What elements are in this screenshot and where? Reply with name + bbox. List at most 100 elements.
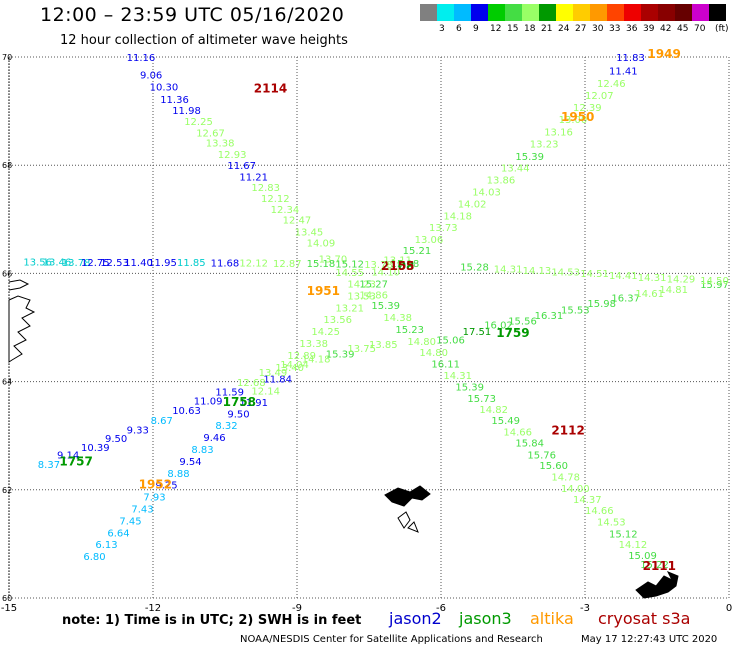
wave-height-label: 13.56 [23, 257, 52, 268]
y-tick-label: 68 [2, 161, 12, 170]
wave-height-label: 14.50 [700, 276, 729, 287]
colorbar-label: 39 [643, 24, 655, 34]
wave-height-label: 9.06 [140, 71, 162, 82]
wave-height-label: 14.18 [302, 355, 331, 366]
wave-height-label: 9.46 [203, 433, 225, 444]
wave-height-label: 14.29 [667, 275, 696, 286]
wave-height-label: 8.37 [38, 460, 60, 471]
pass-time-label: 1758 [223, 395, 256, 409]
wave-height-label: 15.39 [455, 382, 484, 393]
wave-height-label: 12.34 [271, 205, 300, 216]
wave-height-label: 14.37 [573, 495, 602, 506]
wave-height-label: 11.16 [127, 53, 156, 64]
wave-height-label: 13.78 [62, 258, 91, 269]
colorbar-label: 3 [439, 24, 445, 34]
wave-height-label: 14.10 [371, 268, 400, 279]
wave-height-label: 12.53 [100, 258, 129, 269]
wave-height-label: 14.66 [585, 506, 614, 517]
wave-height-label: 15.28 [460, 263, 489, 274]
x-tick-label: -3 [580, 603, 590, 614]
x-tick-label: -6 [436, 603, 446, 614]
x-tick-label: -9 [292, 603, 302, 614]
wave-height-label: 13.40 [275, 363, 304, 374]
pass-time-label: 2111 [643, 559, 676, 573]
wave-height-label: 9.54 [179, 457, 201, 468]
wave-height-label: 11.21 [239, 172, 268, 183]
footnote: note: 1) Time is in UTC; 2) SWH is in fe… [62, 613, 362, 628]
colorbar-swatch [471, 4, 488, 21]
wave-height-label: 14.31 [638, 273, 667, 284]
faroe-islands [384, 485, 431, 507]
pass-time-label: 1949 [647, 47, 680, 61]
wave-height-label: 14.51 [580, 269, 609, 280]
y-tick-label: 60 [2, 594, 12, 603]
wave-height-label: 13.56 [323, 315, 352, 326]
credit-line: NOAA/NESDIS Center for Satellite Applica… [240, 634, 543, 645]
colorbar-label: 21 [541, 24, 553, 34]
pass-time-label: 1757 [59, 454, 92, 468]
wave-height-label: 12.46 [597, 79, 626, 90]
colorbar-swatch [641, 4, 658, 21]
wave-height-label: 17.51 [463, 327, 492, 338]
wave-height-label: 15.12 [609, 529, 638, 540]
colorbar-swatch [488, 4, 505, 21]
wave-height-label: 13.85 [369, 340, 398, 351]
wave-height-label: 6.64 [107, 528, 129, 539]
wave-height-label: 14.41 [609, 271, 638, 282]
wave-height-label: 14.61 [635, 289, 664, 300]
wave-height-label: 8.67 [151, 416, 173, 427]
wave-height-label: 8.32 [215, 421, 237, 432]
wave-height-label: 10.30 [150, 83, 179, 94]
wave-height-label: 13.75 [347, 344, 376, 355]
pass-time-label: 1950 [561, 110, 594, 124]
wave-height-label: 13.00 [559, 115, 588, 126]
y-tick-label: 66 [2, 269, 12, 278]
colorbar-label: 24 [558, 24, 570, 34]
wave-height-label: 14.86 [359, 290, 388, 301]
x-tick-label: -12 [145, 603, 161, 614]
wave-height-label: 15.39 [515, 152, 544, 163]
wave-height-label: 14.18 [443, 211, 472, 222]
colorbar-label: 42 [660, 24, 672, 34]
colorbar-swatch [675, 4, 692, 21]
wave-height-label: 14.80 [419, 348, 448, 359]
wave-height-label: 13.53 [347, 291, 376, 302]
wave-height-label: 14.82 [479, 405, 508, 416]
wave-height-label: 8.83 [191, 445, 213, 456]
wave-height-label: 14.81 [659, 285, 688, 296]
wave-height-label: 15.53 [561, 305, 590, 316]
wave-height-label: 14.53 [597, 518, 626, 529]
colorbar-label: 45 [677, 24, 689, 34]
wave-height-label: 7.45 [119, 516, 141, 527]
wave-height-label: 12.68 [237, 378, 266, 389]
wave-height-label: 15.23 [395, 325, 424, 336]
colorbar-swatch [556, 4, 573, 21]
wave-height-label: 12.12 [261, 194, 290, 205]
wave-height-label: 13.45 [295, 228, 324, 239]
legend-cryosat: cryosat s3a [598, 609, 691, 628]
wave-height-label: 12.12 [239, 258, 268, 269]
wave-height-label: 15.84 [515, 439, 544, 450]
pass-time-label: 2114 [254, 82, 287, 96]
wave-height-label: 6.80 [83, 552, 105, 563]
colorbar-label: 15 [507, 24, 519, 34]
colorbar-swatch [658, 4, 675, 21]
wave-height-label: 15.27 [359, 279, 388, 290]
colorbar-swatch [505, 4, 522, 21]
wave-height-label: 13.46 [43, 257, 72, 268]
wave-height-label: 14.13 [523, 266, 552, 277]
colorbar-swatch [590, 4, 607, 21]
wave-height-label: 15.97 [700, 280, 729, 291]
wave-height-label: 14.53 [551, 268, 580, 279]
wave-height-label: 12.83 [251, 183, 280, 194]
wave-height-label: 14.78 [551, 473, 580, 484]
wave-height-label: 14.23 [347, 279, 376, 290]
wave-height-label: 16.31 [535, 311, 564, 322]
wave-height-label: 11.36 [160, 95, 189, 106]
wave-height-label: 14.38 [383, 313, 412, 324]
colorbar-label: 27 [575, 24, 587, 34]
wave-height-label: 6.13 [95, 540, 117, 551]
wave-height-label: 13.38 [206, 138, 235, 149]
wave-height-label: 12.39 [573, 103, 602, 114]
wave-height-label: 13.16 [544, 127, 573, 138]
